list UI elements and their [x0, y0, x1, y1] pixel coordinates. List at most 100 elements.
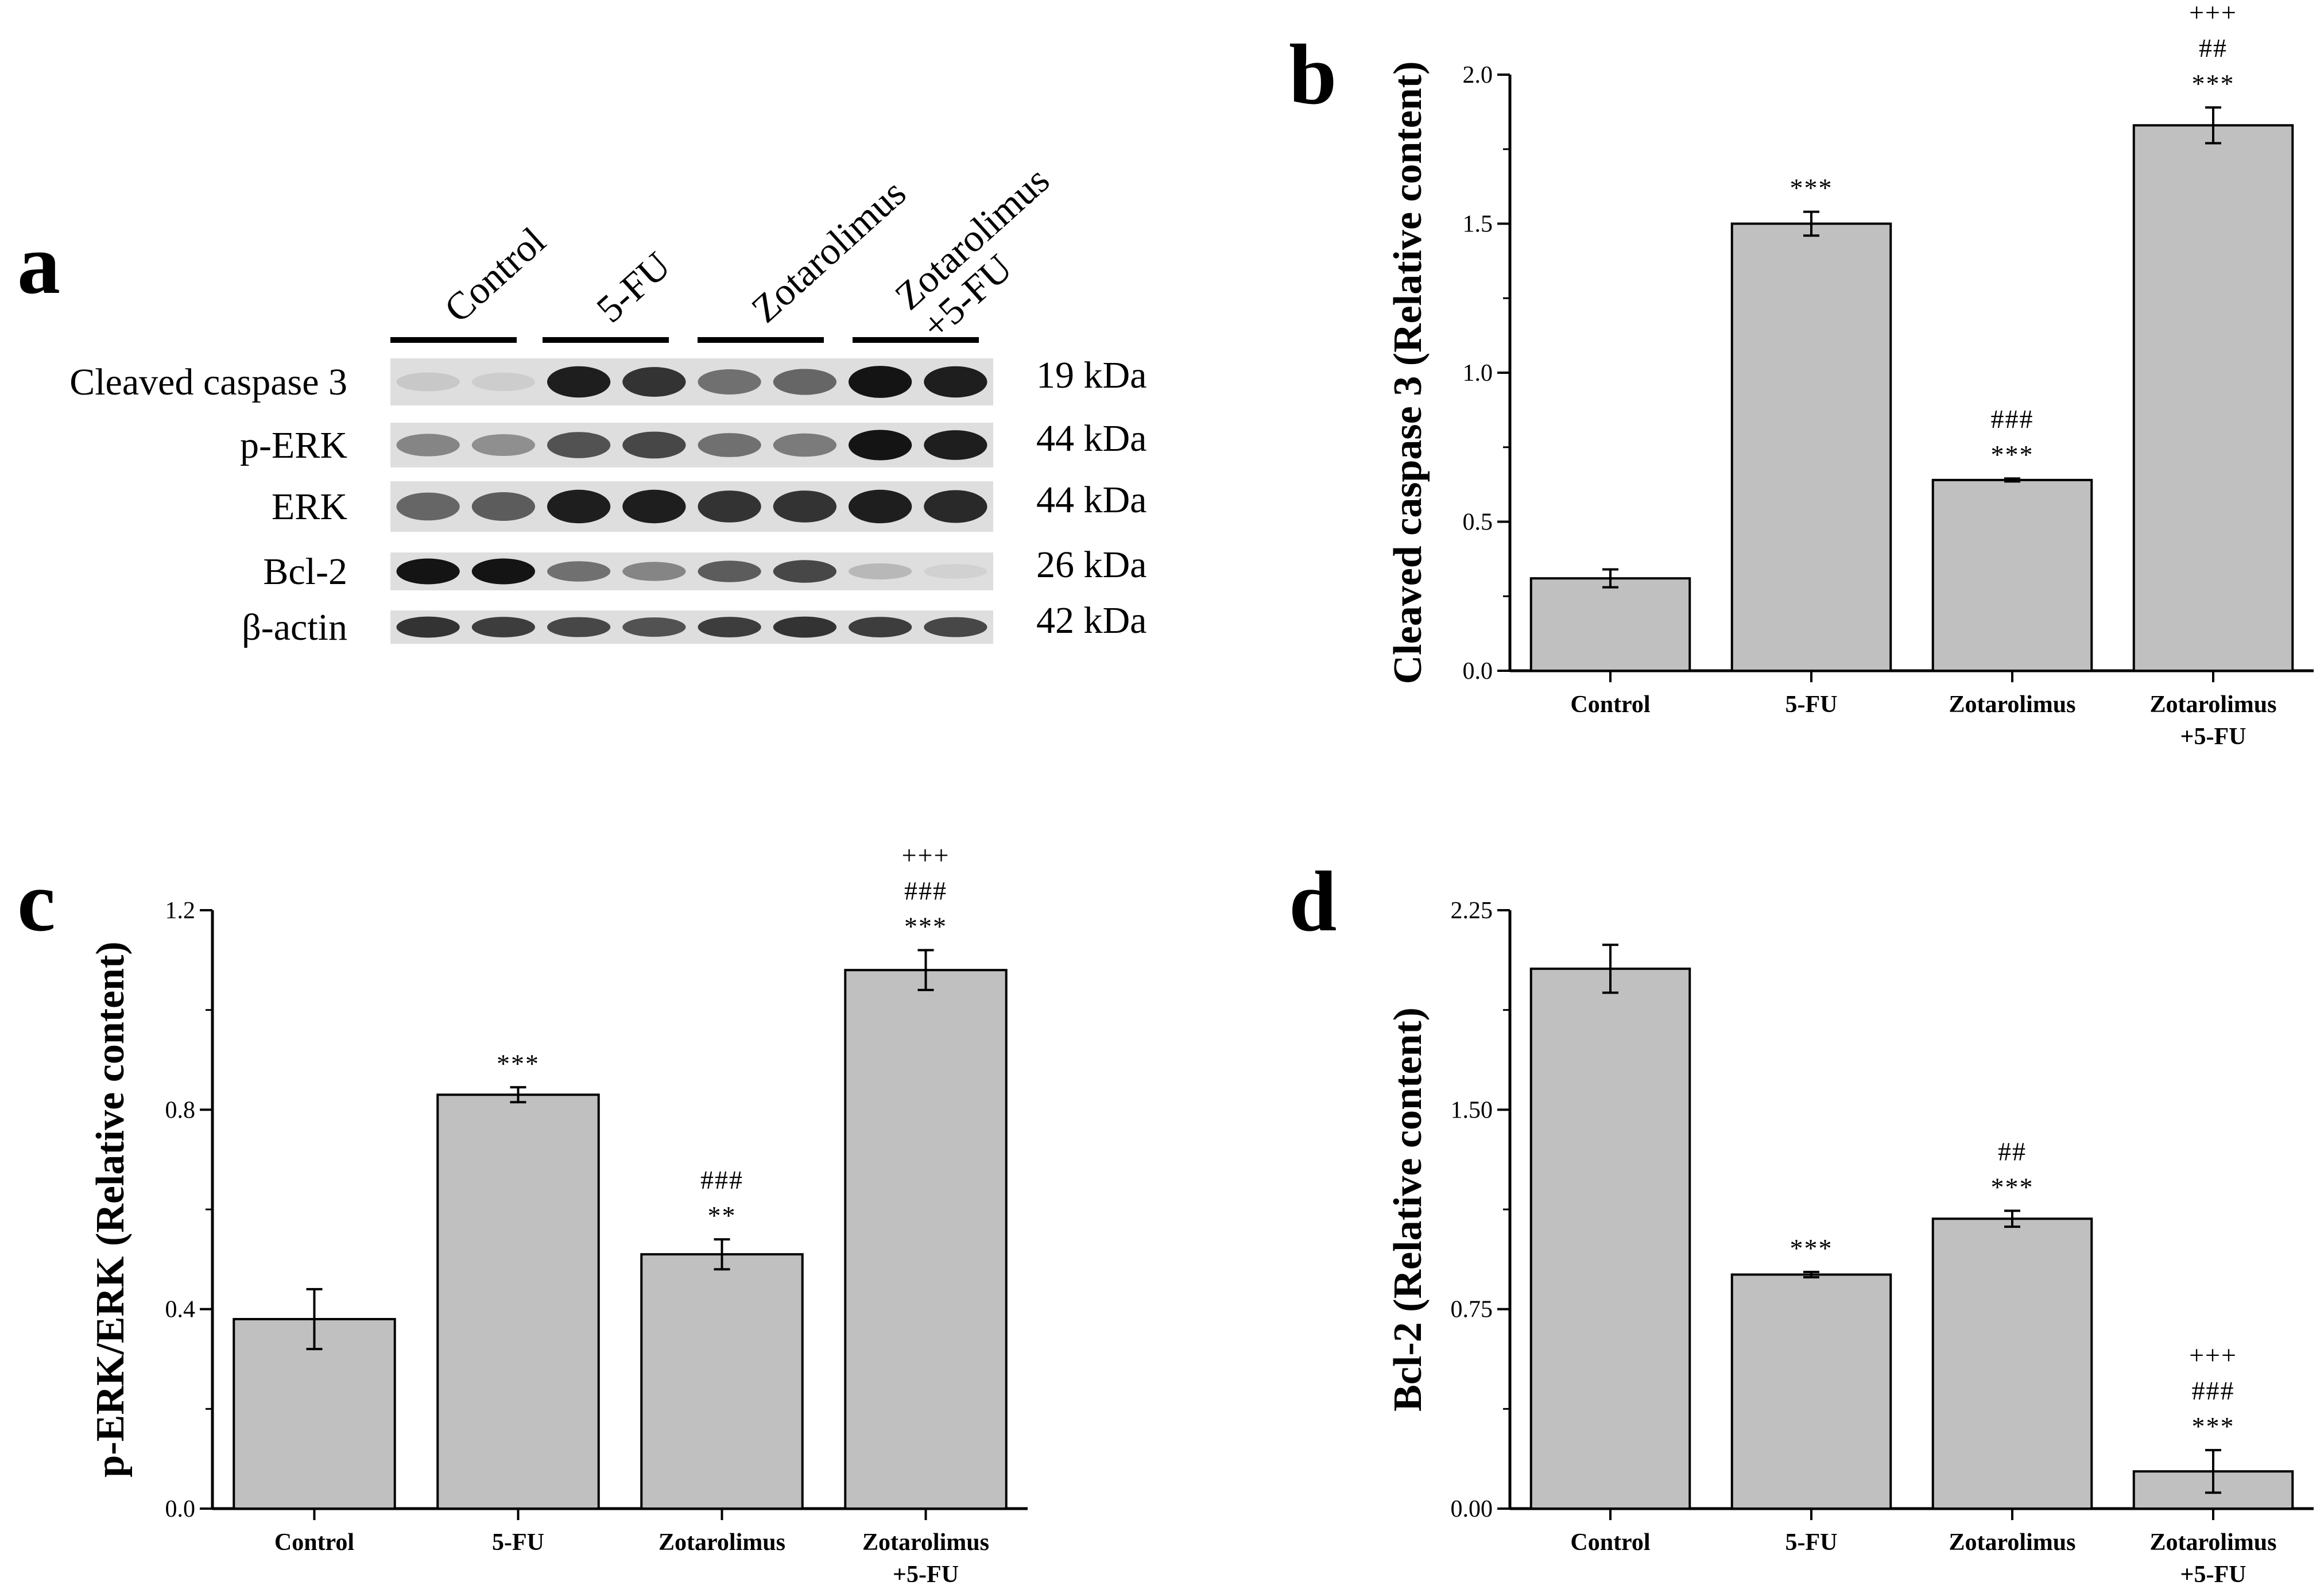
blot-band: [698, 560, 761, 582]
chart-bcl-2: 0.00 0.75 1.50 2.25 Bcl-2 (Relative content)…: [1386, 898, 2314, 1585]
significance-label: +++: [902, 840, 950, 869]
chart-cleaved-caspase-3: 0.0 0.5 1.0 1.5 2.0 Cleaved caspase 3 (Relati…: [1386, 0, 2314, 750]
blot-band: [547, 561, 611, 582]
y-tick-label: 0.75: [1451, 1297, 1493, 1323]
x-tick-label-5-fu: 5-FU: [492, 1529, 544, 1556]
x-tick-label-control: Control: [274, 1529, 354, 1556]
blot-band: [698, 433, 761, 457]
blot-band: [622, 617, 686, 637]
significance-label: ***: [904, 911, 947, 941]
blot-row-label-bcl-2: Bcl-2: [263, 551, 347, 593]
significance-label: ***: [497, 1049, 540, 1078]
x-tick-label-zotarolimus-5-fu: Zotarolimus +5-FU: [2150, 691, 2277, 750]
significance-label: ***: [2192, 69, 2235, 98]
blot-row-size: 26 kDa: [1036, 544, 1146, 586]
blot-band: [924, 366, 987, 398]
blot-row-size: 44 kDa: [1036, 479, 1146, 521]
blot-band: [924, 617, 987, 637]
y-tick-label: 0.5: [1463, 509, 1493, 536]
significance-label: ***: [1790, 1234, 1833, 1263]
significance-label: ***: [1991, 440, 2034, 469]
blot-row-size: 19 kDa: [1036, 354, 1146, 396]
bar-5-fu: [1730, 222, 1892, 672]
blot-band: [849, 563, 912, 579]
blot-group-label-zotarolimus: Zotarolimus: [743, 171, 914, 331]
x-tick-label-zotarolimus: Zotarolimus: [1949, 691, 2076, 718]
blot-band: [773, 490, 836, 523]
blot-band: [547, 366, 611, 398]
blot-band: [471, 492, 535, 521]
panel-label-b: b: [1289, 27, 1337, 122]
significance-label: ***: [1790, 173, 1833, 203]
y-tick-label: 0.0: [1463, 658, 1493, 685]
x-tick-label-zotarolimus-5-fu: Zotarolimus +5-FU: [2150, 1529, 2277, 1582]
bar-control: [233, 1318, 396, 1510]
y-tick-label: 1.0: [1463, 360, 1493, 386]
significance-label: +++: [2189, 0, 2237, 27]
y-tick-label: 0.4: [165, 1297, 196, 1323]
significance-label: **: [708, 1201, 737, 1230]
y-axis-title: Bcl-2 (Relative content): [1386, 1007, 1430, 1412]
panel-label-c: c: [17, 854, 56, 949]
significance-label: ###: [700, 1165, 743, 1194]
blot-group-label-control: Control: [436, 219, 553, 331]
y-axis-title: p-ERK/ERK (Relative content): [88, 941, 133, 1477]
y-tick-label: 0.0: [165, 1496, 196, 1522]
blot-band: [849, 366, 912, 398]
blot-band: [471, 617, 535, 637]
x-tick-label-zotarolimus: Zotarolimus: [659, 1529, 785, 1556]
blot-band: [924, 564, 987, 579]
significance-label: ###: [2192, 1376, 2235, 1405]
significance-label: ***: [1991, 1172, 2034, 1201]
panel-label-d: d: [1289, 854, 1337, 949]
blot-band: [396, 558, 460, 585]
significance-label: ###: [1991, 404, 2034, 434]
blot-band: [698, 617, 761, 637]
blot-row-size: 44 kDa: [1036, 417, 1146, 459]
blot-group-label-5-fu: 5-FU: [588, 243, 679, 331]
y-tick-label: 2.0: [1463, 62, 1493, 88]
blot-band: [773, 433, 836, 457]
x-tick-label-zotarolimus: Zotarolimus: [1949, 1529, 2076, 1556]
significance-label: +++: [2189, 1340, 2237, 1370]
bar-zotarolimus: [1931, 1217, 2093, 1510]
x-tick-label-5-fu: 5-FU: [1785, 1529, 1838, 1556]
blot-band: [773, 616, 836, 638]
significance-label: ##: [1998, 1136, 2027, 1166]
y-tick-label: 0.8: [165, 1097, 196, 1123]
bar-zotarolimus: [640, 1253, 804, 1510]
blot-band: [396, 492, 460, 521]
blot-group-label-zotarolimus-5-fu: Zotarolimus+5-FU: [886, 158, 1084, 348]
blot-band: [698, 369, 761, 395]
blot-band: [849, 617, 912, 637]
blot-band: [471, 434, 535, 457]
blot-band: [849, 489, 912, 524]
blot-band: [471, 372, 535, 392]
blot-band: [622, 489, 686, 524]
bar-5-fu: [436, 1093, 600, 1510]
bar-control: [1529, 577, 1691, 672]
blot-band: [773, 560, 836, 583]
y-tick-label: 0.00: [1451, 1496, 1493, 1522]
blot-row-label-erk: ERK: [272, 486, 347, 528]
blot-band: [547, 617, 611, 637]
blot-row-size: 42 kDa: [1036, 600, 1146, 641]
significance-label: ###: [904, 876, 947, 905]
bar-zotarolimus-5-fu: [2132, 124, 2294, 672]
blot-band: [773, 369, 836, 395]
blot-row-label-cleaved-caspase-3: Cleaved caspase 3: [69, 361, 347, 403]
blot-band: [396, 616, 460, 638]
blot-band: [924, 490, 987, 523]
blot-row-label-actin: β-actin: [242, 606, 347, 648]
blot-band: [547, 489, 611, 524]
significance-label: ***: [2192, 1412, 2235, 1441]
blot-band: [622, 431, 686, 459]
blot-band: [547, 432, 611, 458]
bar-zotarolimus-5-fu: [844, 969, 1008, 1510]
blot-band: [698, 490, 761, 523]
y-axis-title: Cleaved caspase 3 (Relative content): [1386, 61, 1430, 685]
blot-band: [924, 430, 987, 460]
y-tick-label: 1.2: [165, 898, 196, 924]
